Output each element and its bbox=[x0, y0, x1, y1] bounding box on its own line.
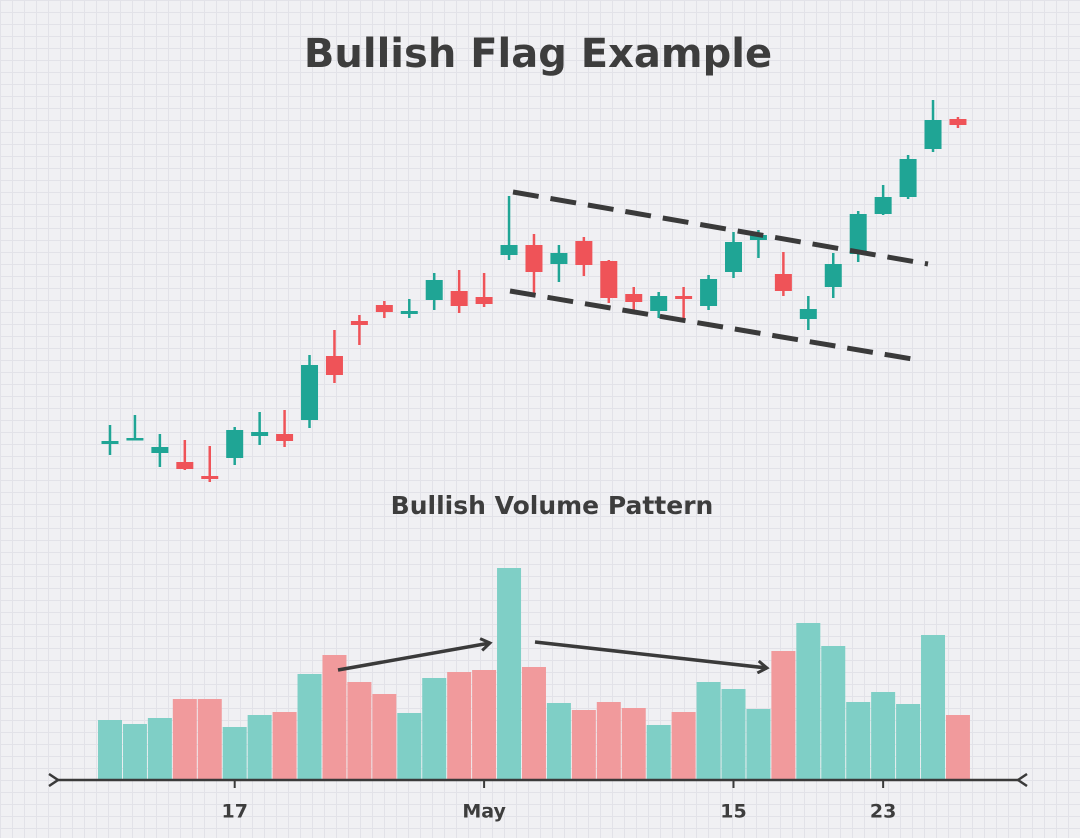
candle-body bbox=[425, 280, 443, 300]
x-tick-label: May bbox=[462, 801, 506, 823]
volume-bar bbox=[796, 623, 821, 780]
candle-body bbox=[749, 235, 767, 240]
candle-body bbox=[350, 321, 368, 325]
volume-bar bbox=[347, 682, 372, 780]
volume-bar bbox=[297, 674, 322, 780]
volume-bar bbox=[272, 712, 297, 780]
candle-body bbox=[525, 245, 543, 272]
candle-body bbox=[625, 294, 643, 302]
volume-bar bbox=[621, 708, 646, 780]
volume-bar bbox=[721, 689, 746, 780]
candle-body bbox=[849, 214, 867, 254]
volume-bar bbox=[98, 720, 122, 780]
candle-body bbox=[700, 279, 718, 306]
volume-bar bbox=[322, 655, 347, 780]
candle-body bbox=[949, 119, 967, 125]
volume-bar bbox=[422, 678, 447, 780]
volume-bar bbox=[821, 646, 846, 780]
candle-body bbox=[575, 241, 593, 265]
candle-body bbox=[874, 197, 892, 214]
x-tick-label: 15 bbox=[720, 801, 746, 823]
candle-body bbox=[824, 264, 842, 287]
volume-bar bbox=[696, 682, 721, 780]
candle-body bbox=[276, 434, 294, 441]
candle-body bbox=[151, 447, 169, 453]
candle-body bbox=[400, 311, 418, 314]
candle-body bbox=[475, 297, 493, 304]
candle-body bbox=[301, 365, 319, 420]
volume-arrow bbox=[337, 643, 490, 672]
volume-bar bbox=[945, 715, 970, 780]
flag-lower-line bbox=[509, 288, 919, 363]
volume-title: Bullish Volume Pattern bbox=[391, 491, 714, 520]
volume-bar bbox=[596, 702, 621, 780]
volume-bar bbox=[222, 727, 247, 780]
candle-body bbox=[450, 291, 468, 306]
volume-bar bbox=[197, 699, 222, 780]
candle-body bbox=[201, 476, 219, 479]
candle-body bbox=[774, 274, 792, 291]
volume-bar bbox=[521, 667, 546, 780]
volume-bar bbox=[571, 710, 596, 780]
volume-bar bbox=[546, 703, 571, 780]
candle-body bbox=[799, 309, 817, 319]
volume-bar bbox=[746, 709, 771, 780]
volume-arrow bbox=[534, 640, 767, 668]
volume-bar bbox=[247, 715, 272, 780]
candle-body bbox=[226, 430, 244, 458]
candle-body bbox=[126, 438, 144, 441]
volume-bar bbox=[671, 712, 696, 780]
volume-bar bbox=[646, 725, 671, 780]
candle-body bbox=[675, 296, 693, 299]
flag-upper-line bbox=[512, 189, 929, 267]
volume-bar bbox=[472, 670, 497, 780]
candle-body bbox=[600, 261, 618, 298]
volume-bar bbox=[871, 692, 896, 780]
volume-bar bbox=[397, 713, 422, 780]
volume-bar bbox=[896, 704, 921, 780]
candle-body bbox=[176, 462, 194, 469]
candle-body bbox=[650, 296, 668, 311]
candle-body bbox=[899, 159, 917, 197]
candle-body bbox=[325, 356, 343, 375]
volume-bar bbox=[846, 702, 871, 780]
volume-bar bbox=[147, 718, 172, 780]
volume-bar bbox=[447, 672, 472, 780]
candle-body bbox=[101, 441, 119, 444]
volume-bar bbox=[372, 694, 397, 780]
volume-bar bbox=[172, 699, 197, 780]
volume-bar bbox=[771, 651, 796, 780]
volume-bar bbox=[921, 635, 946, 780]
chart-title: Bullish Flag Example bbox=[304, 31, 772, 77]
x-tick-label: 23 bbox=[870, 801, 896, 823]
candle-body bbox=[924, 120, 942, 149]
candle-body bbox=[251, 432, 269, 436]
candle-body bbox=[375, 305, 393, 312]
candle-body bbox=[500, 245, 518, 255]
candle-body bbox=[725, 242, 742, 272]
volume-bar bbox=[122, 724, 147, 780]
marks: 17 May 15 23 bbox=[98, 100, 970, 823]
volume-bar bbox=[497, 568, 522, 780]
candle-body bbox=[550, 253, 568, 264]
x-tick-label: 17 bbox=[221, 801, 247, 823]
